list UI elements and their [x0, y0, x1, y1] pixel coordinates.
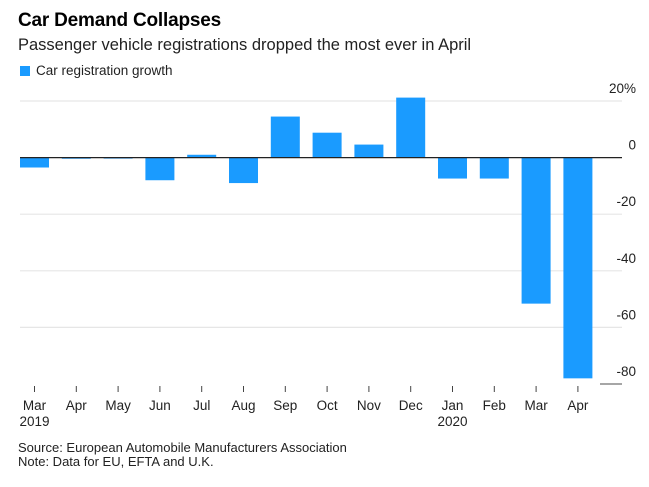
x-tick-label: Aug	[231, 398, 255, 413]
chart-subtitle: Passenger vehicle registrations dropped …	[18, 36, 472, 54]
y-tick-label: -20	[616, 194, 636, 209]
bar	[312, 132, 342, 158]
x-tick-label: Apr	[66, 398, 88, 413]
bar	[521, 157, 551, 304]
x-tick-label: Oct	[317, 398, 338, 413]
x-tick-label: Jan	[442, 398, 464, 413]
x-tick-label: Feb	[483, 398, 506, 413]
legend: Car registration growth	[20, 63, 173, 78]
legend-label: Car registration growth	[36, 63, 173, 78]
bar	[270, 116, 300, 158]
bar	[20, 157, 49, 168]
x-axis-labels: Mar Apr May Jun Jul Aug Sep Oct Nov Dec Jan Feb Mar A…	[19, 386, 589, 429]
y-tick-label: 0	[628, 138, 636, 153]
x-tick-label: Nov	[357, 398, 381, 413]
legend-swatch	[20, 65, 30, 76]
chart-title: Car Demand Collapses	[18, 10, 221, 31]
y-tick-label: 20%	[609, 81, 636, 96]
x-year-label: 2020	[437, 414, 467, 429]
footer: Source: European Automobile Manufacturer…	[18, 441, 347, 469]
x-tick-label: Apr	[567, 398, 589, 413]
bar	[145, 157, 175, 181]
bar	[187, 154, 217, 158]
data-note: Note: Data for EU, EFTA and U.K.	[18, 454, 214, 469]
bar	[396, 97, 426, 158]
x-tick-label: May	[105, 398, 131, 413]
bars	[20, 97, 593, 379]
source-note: Source: European Automobile Manufacturer…	[18, 440, 347, 455]
x-tick-label: Jun	[149, 398, 171, 413]
x-tick-label: Jul	[193, 398, 210, 413]
x-tick-label: Dec	[399, 398, 423, 413]
x-tick-label: Mar	[23, 398, 47, 413]
y-tick-label: -40	[616, 251, 636, 266]
x-year-label: 2019	[19, 414, 49, 429]
bar	[229, 157, 258, 184]
x-tick-label: Sep	[273, 398, 297, 413]
bar	[563, 157, 593, 379]
y-tick-label: -60	[616, 307, 636, 322]
y-tick-label: -80	[616, 364, 636, 379]
x-tick-label: Mar	[524, 398, 548, 413]
bar	[354, 144, 384, 158]
gridlines	[20, 100, 622, 385]
bar	[479, 157, 509, 179]
bar	[438, 157, 467, 179]
y-axis-labels: 20% 0 -20 -40 -60 -80	[609, 81, 636, 379]
